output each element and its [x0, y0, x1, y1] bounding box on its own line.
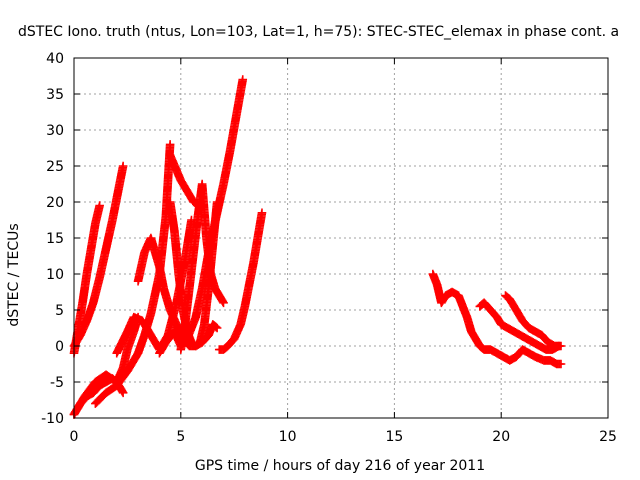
y-tick-label: 40: [46, 51, 64, 67]
data-point: [556, 359, 566, 369]
series-14: [475, 298, 564, 354]
ticks: 0 5 10 15 20 25 -10 -5 0 5 10 15 20 25 30 35 40: [41, 51, 617, 445]
data-point: [195, 201, 205, 210]
x-tick-label: 10: [279, 429, 297, 445]
chart-title: dSTEC Iono. truth (ntus, Lon=103, Lat=1,…: [18, 24, 619, 40]
y-tick-label: -5: [50, 375, 64, 391]
data-point: [165, 140, 175, 149]
y-tick-label: 10: [46, 267, 64, 283]
y-tick-label: 30: [46, 123, 64, 139]
y-tick-label: 20: [46, 195, 64, 211]
x-tick-label: 15: [385, 429, 403, 445]
data-point: [212, 197, 222, 207]
data-point: [219, 298, 228, 308]
y-axis-label: dSTEC / TECUs: [6, 223, 22, 326]
series-12: [165, 150, 205, 210]
data-point: [118, 388, 128, 398]
series-10: [176, 179, 228, 354]
x-tick-label: 0: [70, 429, 79, 445]
series-13: [428, 269, 566, 369]
y-tick-label: 35: [46, 87, 64, 103]
series-11: [214, 208, 267, 354]
series-3: [69, 161, 128, 351]
data-point: [238, 75, 248, 84]
data-point: [118, 161, 128, 171]
x-tick-label: 5: [176, 429, 185, 445]
series-15: [501, 291, 566, 351]
y-tick-label: 25: [46, 159, 64, 175]
x-tick-label: 20: [492, 429, 510, 445]
y-tick-label: 0: [55, 339, 64, 355]
data-point: [211, 322, 221, 332]
data-point: [257, 208, 267, 218]
data-point: [95, 201, 104, 210]
y-tick-label: -10: [41, 411, 64, 427]
x-tick-label: 25: [599, 429, 617, 445]
y-tick-label: 5: [55, 303, 64, 319]
x-axis-label: GPS time / hours of day 216 of year 2011: [195, 458, 485, 474]
y-tick-label: 15: [46, 231, 64, 247]
series-layer: [69, 75, 566, 419]
data-point: [212, 323, 222, 333]
grid: [74, 58, 608, 418]
data-point: [556, 341, 566, 351]
